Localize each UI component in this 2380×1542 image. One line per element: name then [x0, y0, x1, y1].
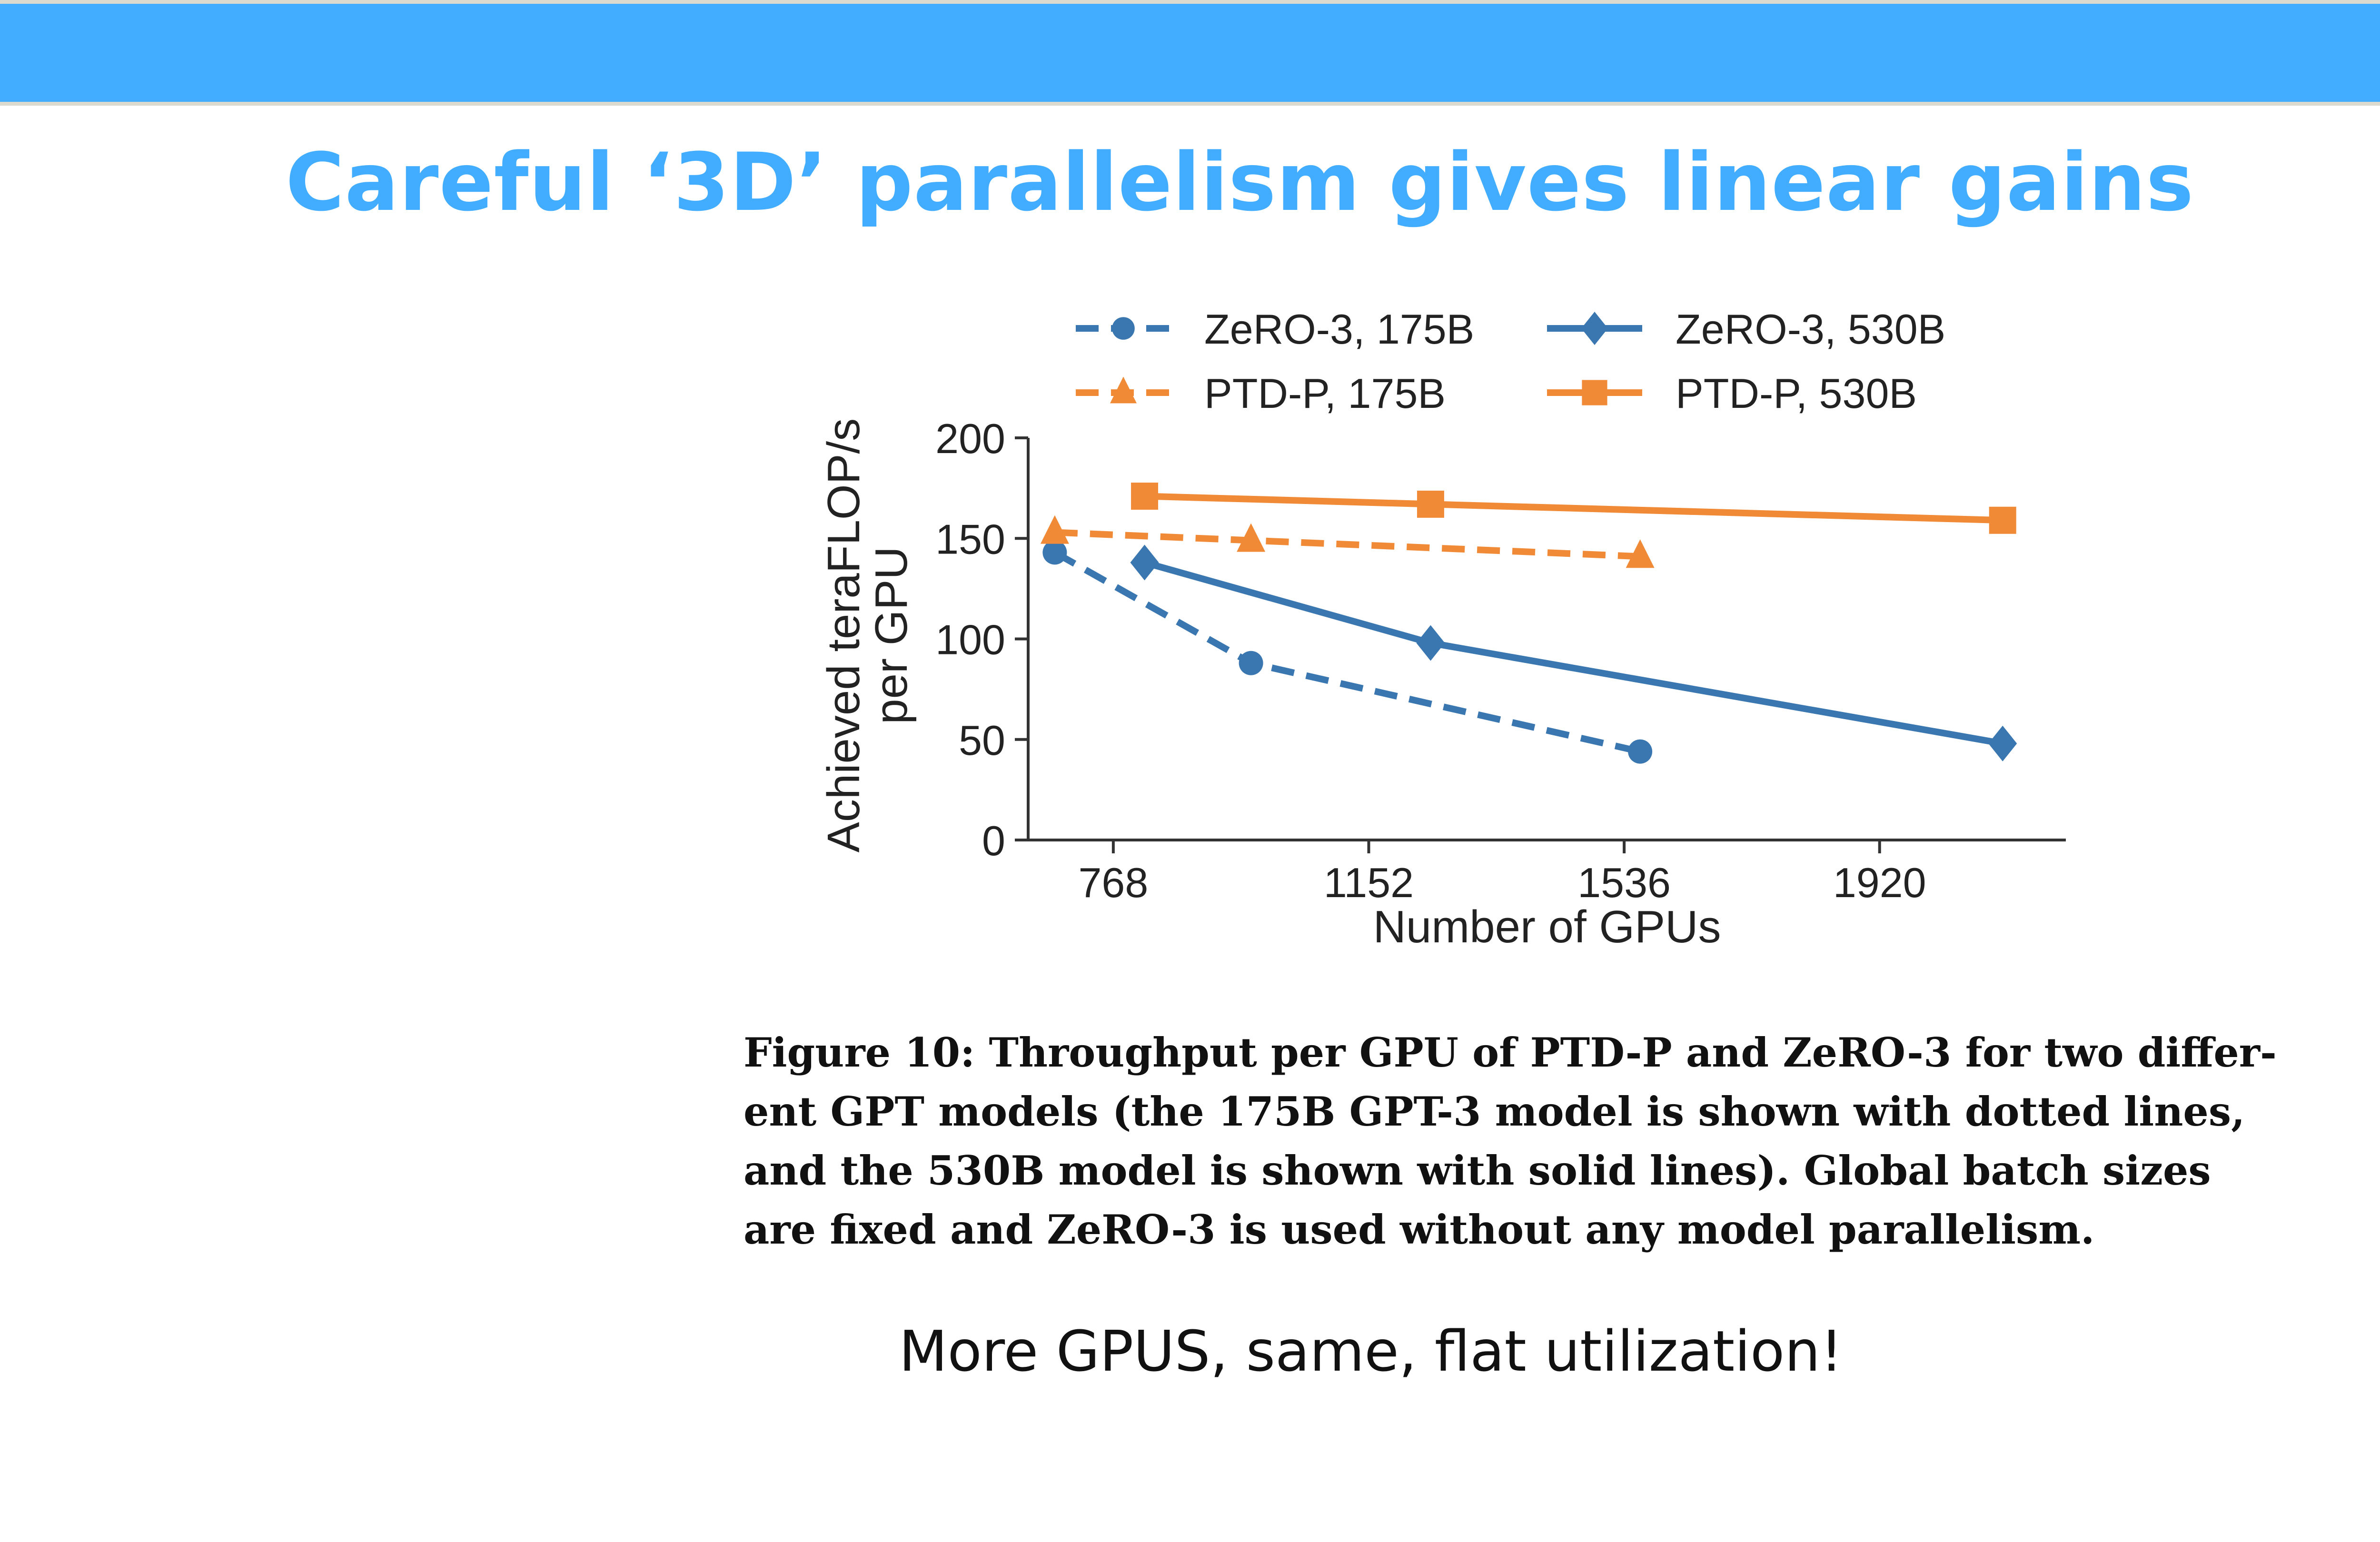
slide-subtitle: More GPUS, same, flat utilization!	[899, 1318, 1843, 1384]
legend-label: ZeRO-3, 175B	[1204, 306, 1474, 353]
legend-item: ZeRO-3, 530B	[1547, 306, 1945, 353]
y-axis-label: Achieved teraFLOP/s per GPU	[818, 418, 917, 852]
x-tick-label: 1920	[1833, 859, 1926, 906]
marker-triangle	[1626, 539, 1655, 568]
y-tick-label: 150	[935, 515, 1005, 563]
header-bar	[0, 4, 2380, 102]
series-zero-3-530b	[1130, 544, 2017, 761]
y-tick-label: 200	[935, 415, 1005, 462]
marker-circle	[1042, 540, 1067, 565]
caption-line: Figure 10: Throughput per GPU of PTD-P a…	[744, 1029, 2277, 1076]
marker-square	[1989, 506, 2016, 534]
series-line	[1053, 549, 1641, 755]
marker-diamond	[1581, 312, 1608, 345]
header-rule	[0, 102, 2380, 106]
x-tick-label: 1536	[1577, 859, 1671, 906]
caption-line: ent GPT models (the 175B GPT-3 model is …	[744, 1088, 2245, 1135]
legend-item: PTD-P, 530B	[1547, 370, 1917, 417]
y-tick-label: 50	[959, 717, 1005, 764]
caption-line: are fixed and ZeRO-3 is used without any…	[744, 1206, 2095, 1253]
y-axis-label-line-2: per GPU	[866, 546, 917, 724]
axes: 0 50 100 150 200 768 1152 1536 1920	[935, 415, 2066, 906]
series-zero-3-175b	[1042, 540, 1653, 764]
series-ptd-p-175b	[1040, 515, 1655, 568]
x-axis-label: Number of GPUs	[1373, 901, 1721, 952]
x-tick-label: 1152	[1324, 859, 1414, 906]
marker-diamond	[1988, 725, 2017, 761]
marker-square	[1131, 483, 1159, 510]
marker-circle	[1112, 317, 1135, 340]
marker-circle	[1239, 651, 1263, 675]
series-group	[1040, 483, 2017, 764]
legend: ZeRO-3, 175B PTD-P, 175B ZeRO-3, 530B PTD-P…	[1076, 306, 1945, 417]
caption-line: and the 530B model is shown with solid l…	[744, 1147, 2211, 1194]
legend-item: ZeRO-3, 175B	[1076, 306, 1474, 353]
throughput-chart: ZeRO-3, 175B PTD-P, 175B ZeRO-3, 530B PTD-P…	[818, 306, 2066, 952]
y-axis-label-line-1: Achieved teraFLOP/s	[818, 418, 869, 852]
series-ptd-p-530b	[1131, 483, 2016, 534]
y-tick-label: 100	[935, 616, 1005, 663]
marker-circle	[1628, 739, 1653, 764]
marker-square	[1582, 380, 1607, 405]
legend-item: PTD-P, 175B	[1076, 370, 1446, 417]
marker-triangle	[1110, 376, 1137, 404]
legend-label: PTD-P, 530B	[1676, 370, 1917, 417]
slide-title: Careful ‘3D’ parallelism gives linear ga…	[286, 136, 2194, 229]
top-rule	[0, 0, 2380, 4]
marker-triangle	[1040, 515, 1069, 544]
series-line	[1143, 559, 2003, 747]
marker-triangle	[1237, 523, 1266, 552]
marker-diamond	[1130, 544, 1159, 581]
marker-square	[1417, 490, 1444, 518]
x-tick-label: 768	[1078, 859, 1148, 906]
figure-caption: Figure 10: Throughput per GPU of PTD-P a…	[744, 1023, 2277, 1259]
legend-label: ZeRO-3, 530B	[1676, 306, 1945, 353]
y-tick-label: 0	[982, 817, 1005, 864]
legend-label: PTD-P, 175B	[1204, 370, 1446, 417]
marker-diamond	[1416, 625, 1445, 661]
series-line	[1144, 493, 2003, 524]
